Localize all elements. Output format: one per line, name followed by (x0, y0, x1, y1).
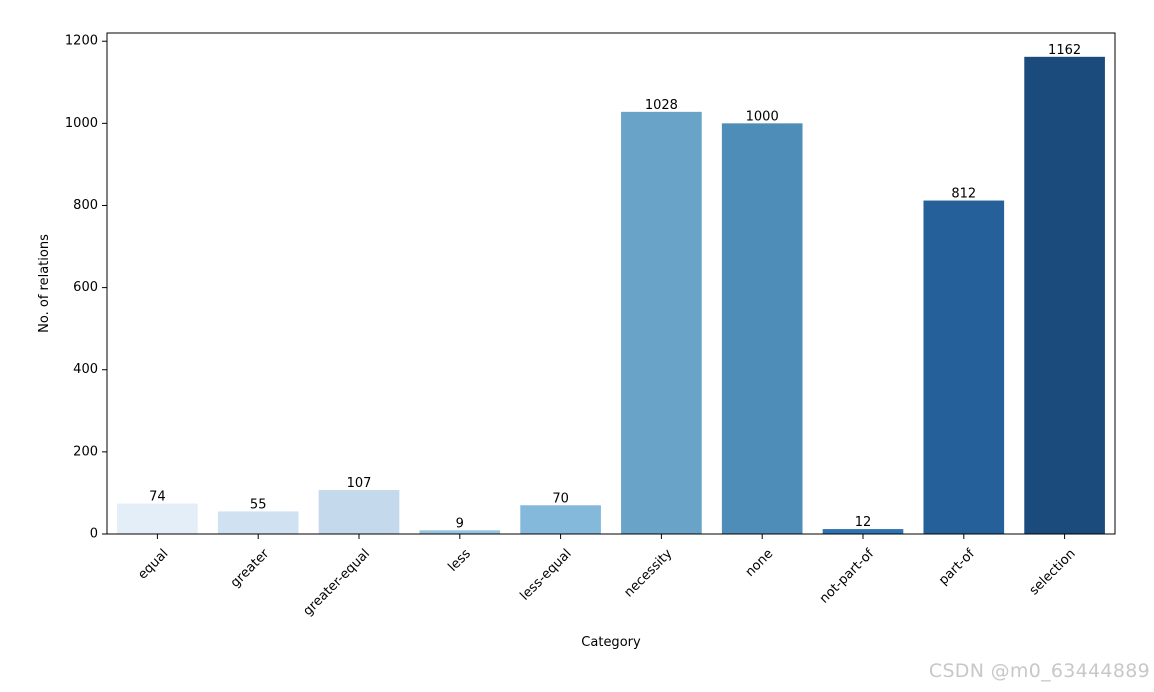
data-label-none: 1000 (746, 109, 779, 124)
data-label-less: 9 (456, 516, 464, 531)
x-tick-label-less-equal: less-equal (517, 546, 574, 603)
y-tick-label: 1200 (65, 34, 98, 49)
y-tick-label: 200 (73, 444, 98, 459)
x-axis-title: Category (581, 635, 641, 650)
data-label-part-of: 812 (951, 187, 976, 202)
y-axis: 0 200 400 600 800 1000 1200 (65, 34, 107, 542)
bar-none (721, 123, 803, 534)
bar-necessity (621, 111, 702, 535)
y-tick-label: 1000 (65, 116, 98, 131)
data-label-equal: 74 (149, 490, 166, 505)
x-tick-label-selection: selection (1027, 546, 1079, 598)
data-label-greater-equal: 107 (347, 476, 372, 491)
x-tick-label-none: none (743, 546, 777, 580)
x-tick-label-necessity: necessity (621, 546, 675, 600)
x-tick-label-greater-equal: greater-equal (300, 546, 373, 619)
bar-equal (117, 503, 198, 534)
data-label-less-equal: 70 (552, 491, 569, 506)
data-label-greater: 55 (250, 497, 267, 512)
data-label-not-part-of: 12 (855, 515, 872, 530)
bar-selection (1024, 56, 1105, 535)
data-label-selection: 1162 (1048, 43, 1081, 58)
y-tick-label: 400 (73, 362, 98, 377)
x-tick-label-not-part-of: not-part-of (817, 546, 877, 606)
y-tick-label: 600 (73, 280, 98, 295)
x-tick-label-greater: greater (228, 546, 273, 591)
data-label-necessity: 1028 (645, 98, 678, 113)
bar-not-part-of (822, 529, 904, 534)
x-axis: equal greater greater-equal less less-equal n… (135, 534, 1079, 619)
y-axis-title: No. of relations (37, 234, 52, 333)
bar-less (419, 530, 501, 534)
watermark: CSDN @m0_63444889 (928, 660, 1150, 682)
bar-part-of (923, 200, 1005, 534)
y-tick-label: 0 (90, 527, 98, 542)
bars-group (117, 56, 1105, 535)
y-tick-label: 800 (73, 198, 98, 213)
x-tick-label-equal: equal (135, 546, 171, 582)
bar-greater (217, 511, 299, 534)
x-tick-label-less: less (445, 546, 474, 575)
plot-frame (106, 32, 1116, 535)
bar-greater-equal (318, 490, 400, 534)
bar-less-equal (520, 505, 601, 534)
x-tick-label-part-of: part-of (936, 546, 978, 588)
bar-labels-group: 74 55 107 9 70 1028 1000 12 812 1162 (149, 43, 1081, 531)
